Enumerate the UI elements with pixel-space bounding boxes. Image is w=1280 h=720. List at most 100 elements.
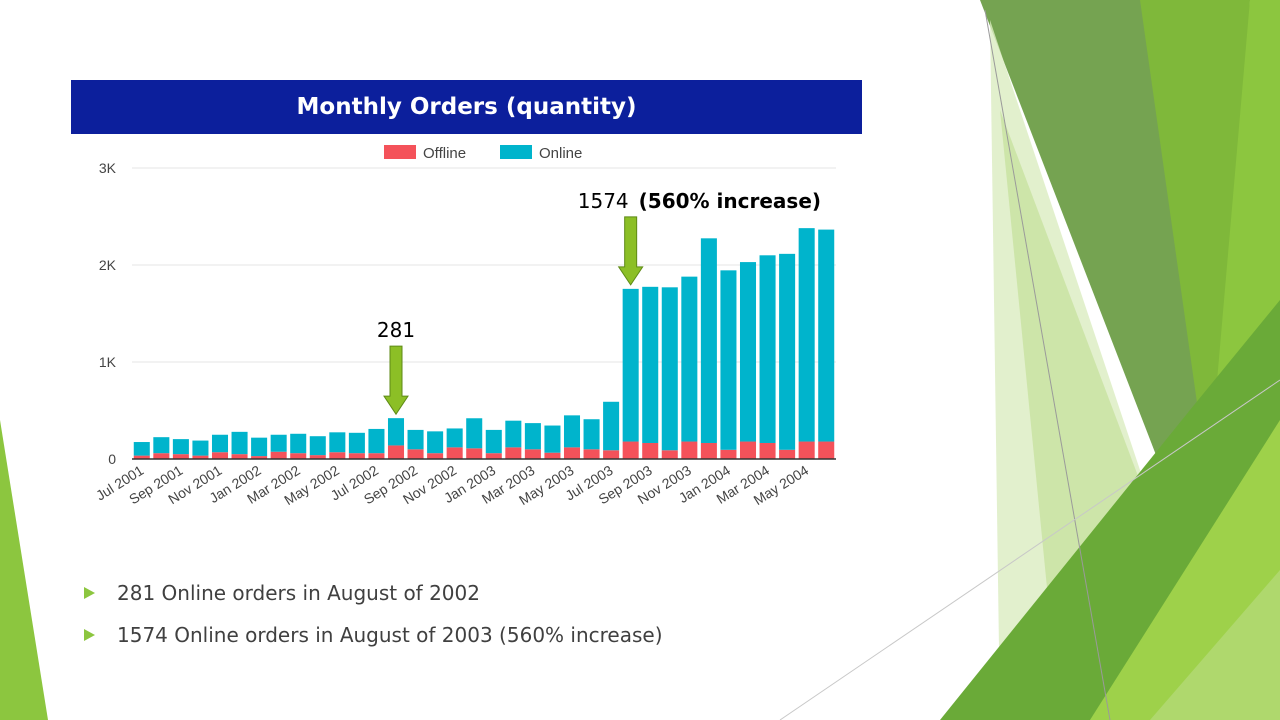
bar-online [759, 255, 776, 443]
bar-online [466, 418, 483, 449]
bullet-text: 281 Online orders in August of 2002 [117, 581, 480, 605]
bar-online [348, 432, 365, 454]
bar-online [485, 429, 502, 454]
bar-online [290, 433, 307, 454]
bar-offline [231, 454, 248, 459]
bar-online [153, 437, 170, 454]
bar-online [368, 428, 385, 454]
bar-offline [642, 442, 659, 459]
bar-offline [720, 449, 737, 459]
bar-online [661, 287, 678, 451]
legend: Offline Online [384, 145, 582, 162]
annotation-label: 281 [377, 318, 415, 342]
bar-offline [133, 455, 150, 459]
bar-online [446, 428, 463, 448]
bar-online [329, 432, 346, 453]
legend-swatch [384, 145, 416, 159]
bar-online [779, 253, 796, 450]
y-tick-label: 1K [99, 354, 117, 370]
bars [133, 228, 835, 459]
bar-offline [603, 450, 620, 459]
bar-offline [407, 449, 424, 459]
bar-offline [329, 452, 346, 459]
bullet-item: 281 Online orders in August of 2002 [82, 578, 663, 620]
bar-offline [485, 453, 502, 459]
bar-offline [348, 453, 365, 459]
bar-offline [681, 441, 698, 459]
bar-offline [153, 453, 170, 459]
legend-label: Offline [423, 145, 466, 162]
bar-online [739, 262, 757, 442]
bar-online [251, 437, 268, 457]
bar-online [642, 286, 659, 443]
bar-offline [759, 442, 776, 459]
bar-offline [661, 450, 678, 459]
bar-offline [427, 453, 444, 459]
bar-online [133, 442, 150, 456]
bar-offline [622, 441, 639, 459]
bar-online [270, 434, 287, 452]
legend-label: Online [539, 145, 582, 162]
bar-online [583, 419, 600, 450]
bar-online [407, 429, 424, 450]
bar-offline [818, 441, 835, 459]
bar-online [192, 440, 209, 456]
bar-offline [192, 455, 209, 459]
bar-online [231, 431, 248, 455]
bar-offline [446, 447, 463, 459]
bar-online [211, 434, 229, 453]
bar-offline [798, 441, 815, 459]
bar-offline [172, 454, 189, 459]
annotation-note: (560% increase) [639, 189, 821, 213]
bar-offline [524, 449, 541, 459]
bar-online [524, 423, 541, 450]
bar-online [544, 425, 561, 453]
bar-offline [779, 449, 796, 459]
annotation-arrow [383, 345, 409, 416]
bar-online [427, 431, 444, 454]
y-tick-label: 3K [99, 160, 117, 176]
bullet-list: 281 Online orders in August of 2002 1574… [82, 578, 663, 662]
bar-online [700, 238, 717, 443]
bar-offline [700, 442, 717, 459]
grid-lines [132, 167, 836, 363]
y-tick-label: 0 [108, 451, 116, 467]
triangle-bullet-icon [84, 629, 95, 641]
y-tick-label: 2K [99, 257, 117, 273]
bar-offline [270, 451, 287, 459]
chart-title: Monthly Orders (quantity) [71, 80, 862, 134]
bar-offline [505, 447, 522, 459]
y-axis-ticks: 0 1K 2K 3K [99, 160, 117, 467]
bar-online [720, 270, 737, 450]
annotations: 281 1574 (560% increase) [377, 189, 821, 416]
annotation-label: 1574 [578, 189, 629, 213]
bar-offline [290, 453, 307, 459]
bar-offline [466, 448, 483, 459]
bar-online [681, 276, 698, 442]
bar-offline [251, 456, 268, 459]
bar-online [622, 288, 639, 442]
bar-offline [544, 452, 561, 459]
bar-online [309, 436, 326, 456]
bar-offline [211, 452, 229, 459]
bullet-item: 1574 Online orders in August of 2003 (56… [82, 620, 663, 662]
bullet-text: 1574 Online orders in August of 2003 (56… [117, 623, 663, 647]
bar-online [172, 439, 189, 455]
bar-offline [309, 455, 326, 459]
bar-online [505, 420, 522, 448]
legend-swatch [500, 145, 532, 159]
bar-online [387, 418, 405, 446]
bar-offline [583, 449, 600, 459]
bar-offline [368, 453, 385, 459]
bar-offline [563, 447, 581, 459]
bar-online [603, 401, 620, 451]
bar-online [818, 229, 835, 442]
bar-offline [739, 441, 757, 459]
annotation-arrow [617, 216, 644, 286]
bar-online [798, 228, 815, 442]
bar-offline [387, 445, 405, 459]
triangle-bullet-icon [84, 587, 95, 599]
